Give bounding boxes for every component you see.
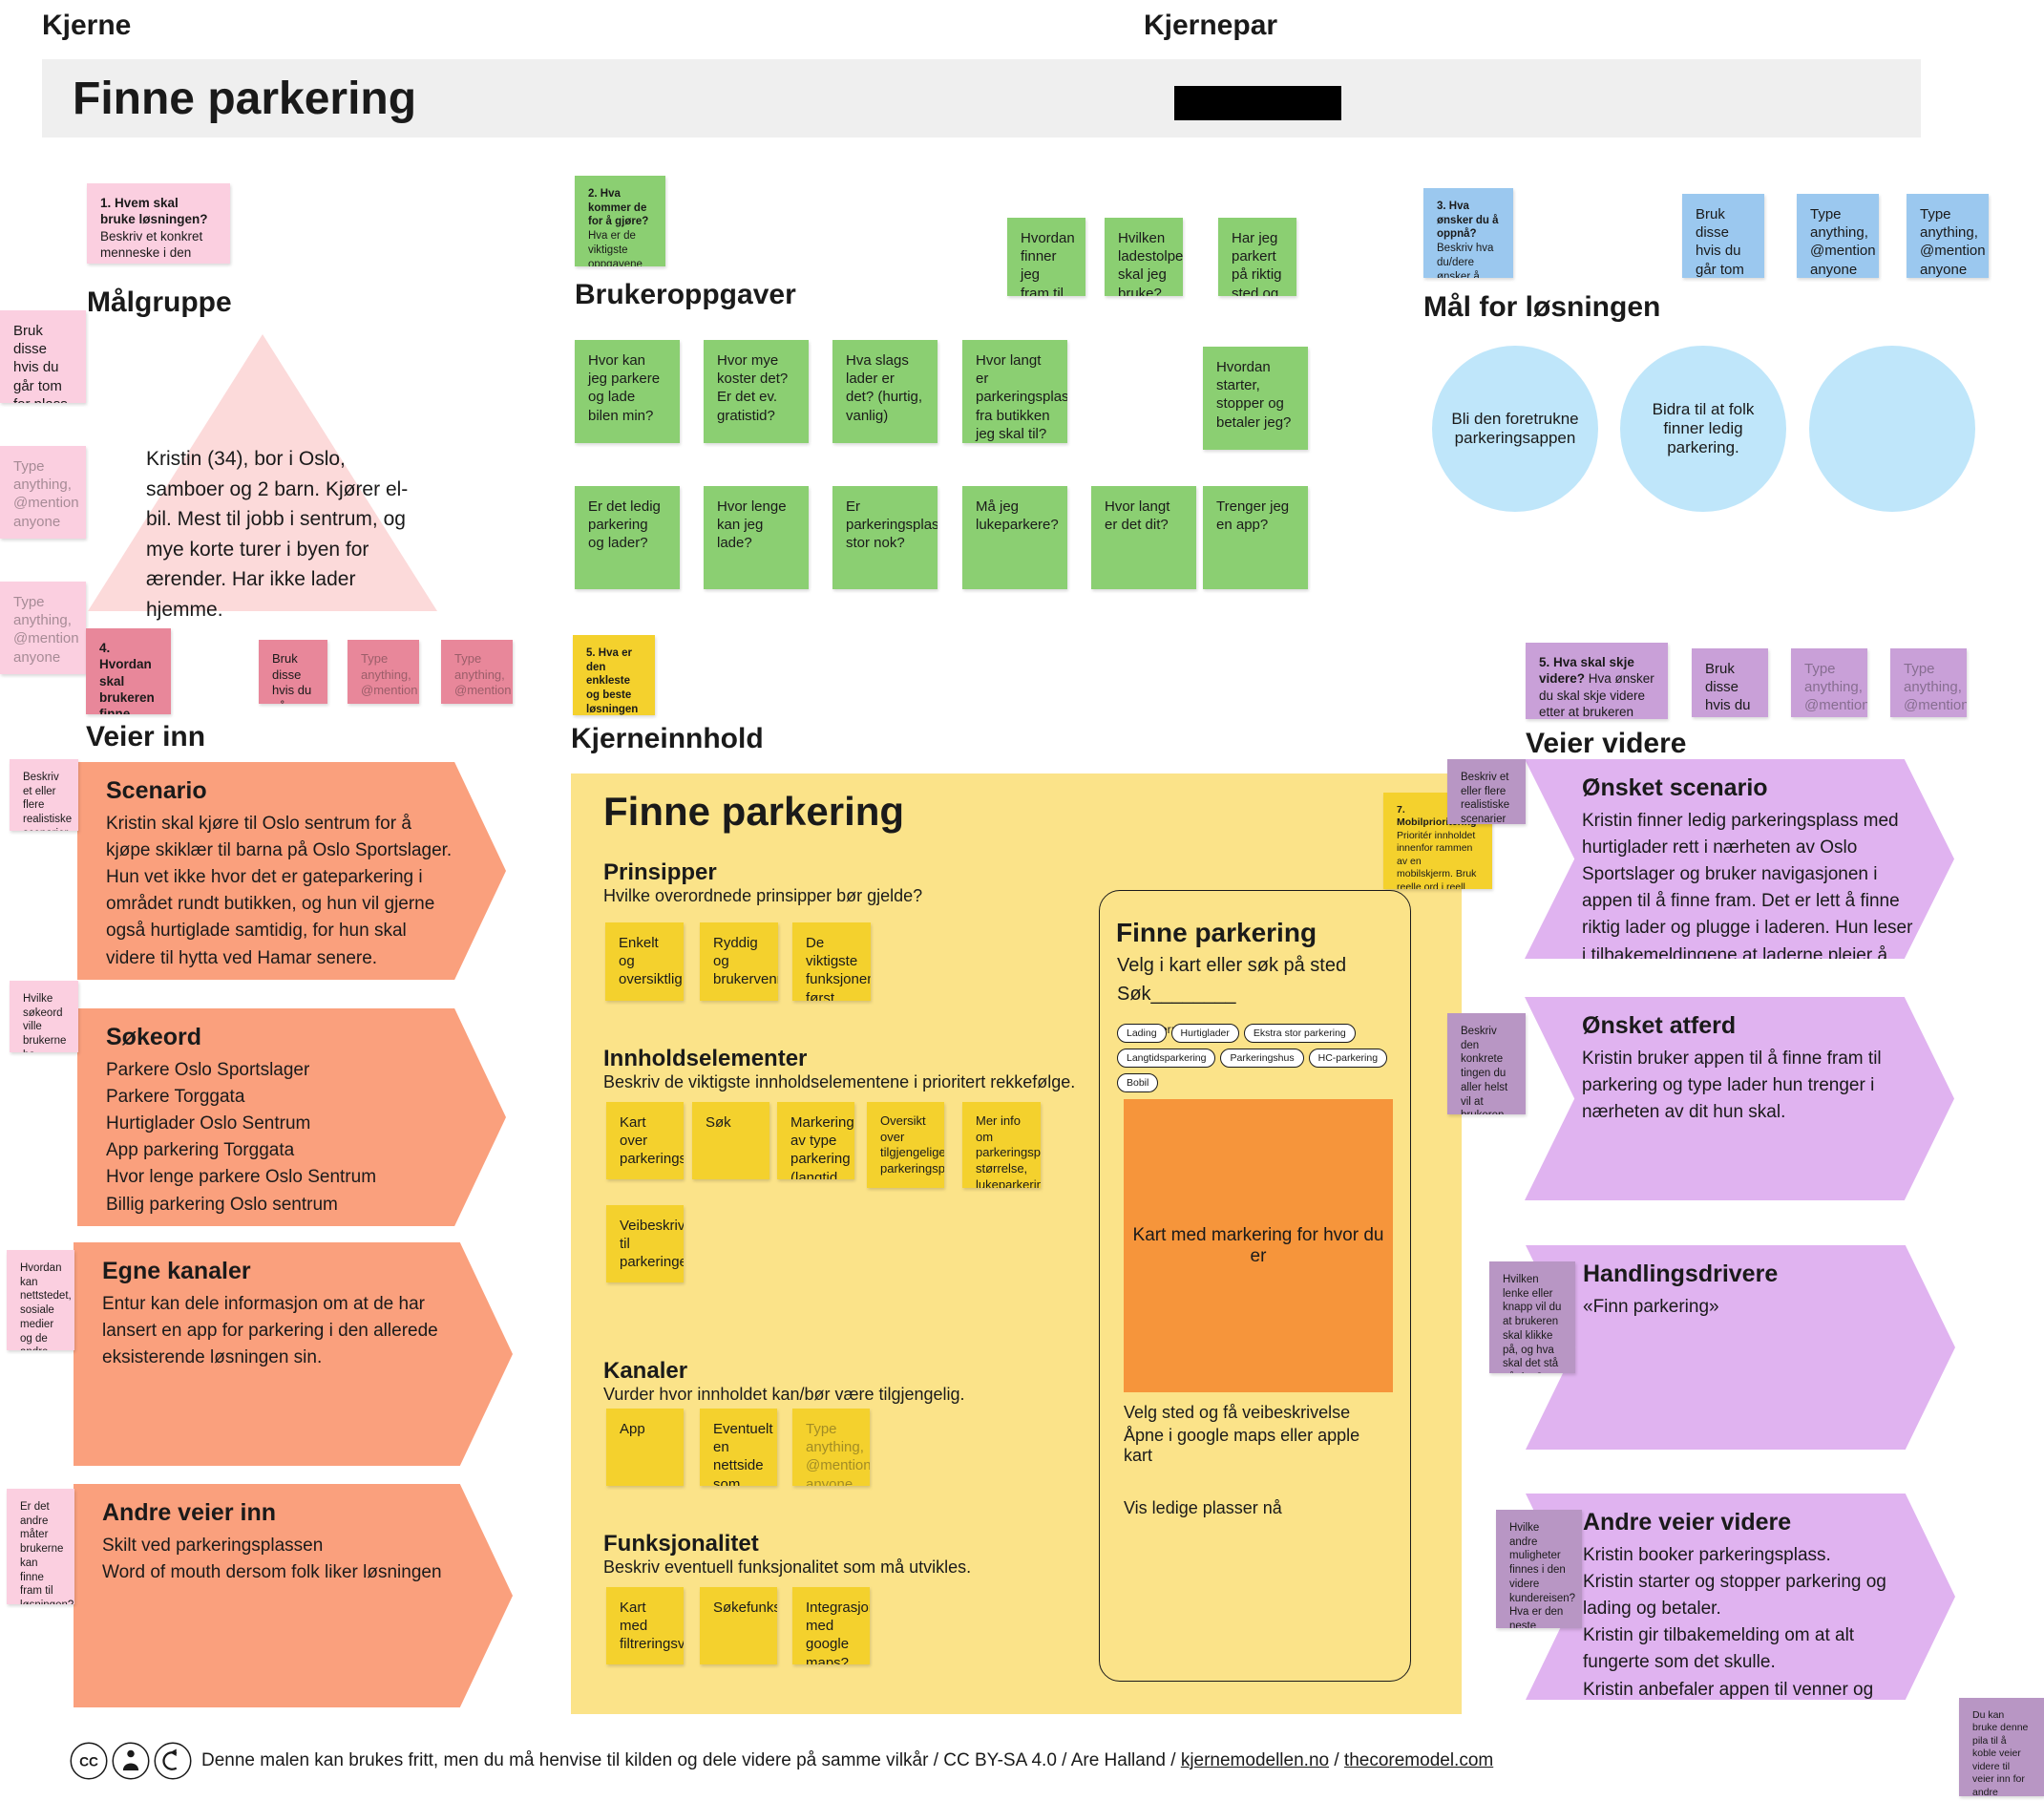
svg-text:CC: CC (79, 1755, 98, 1769)
